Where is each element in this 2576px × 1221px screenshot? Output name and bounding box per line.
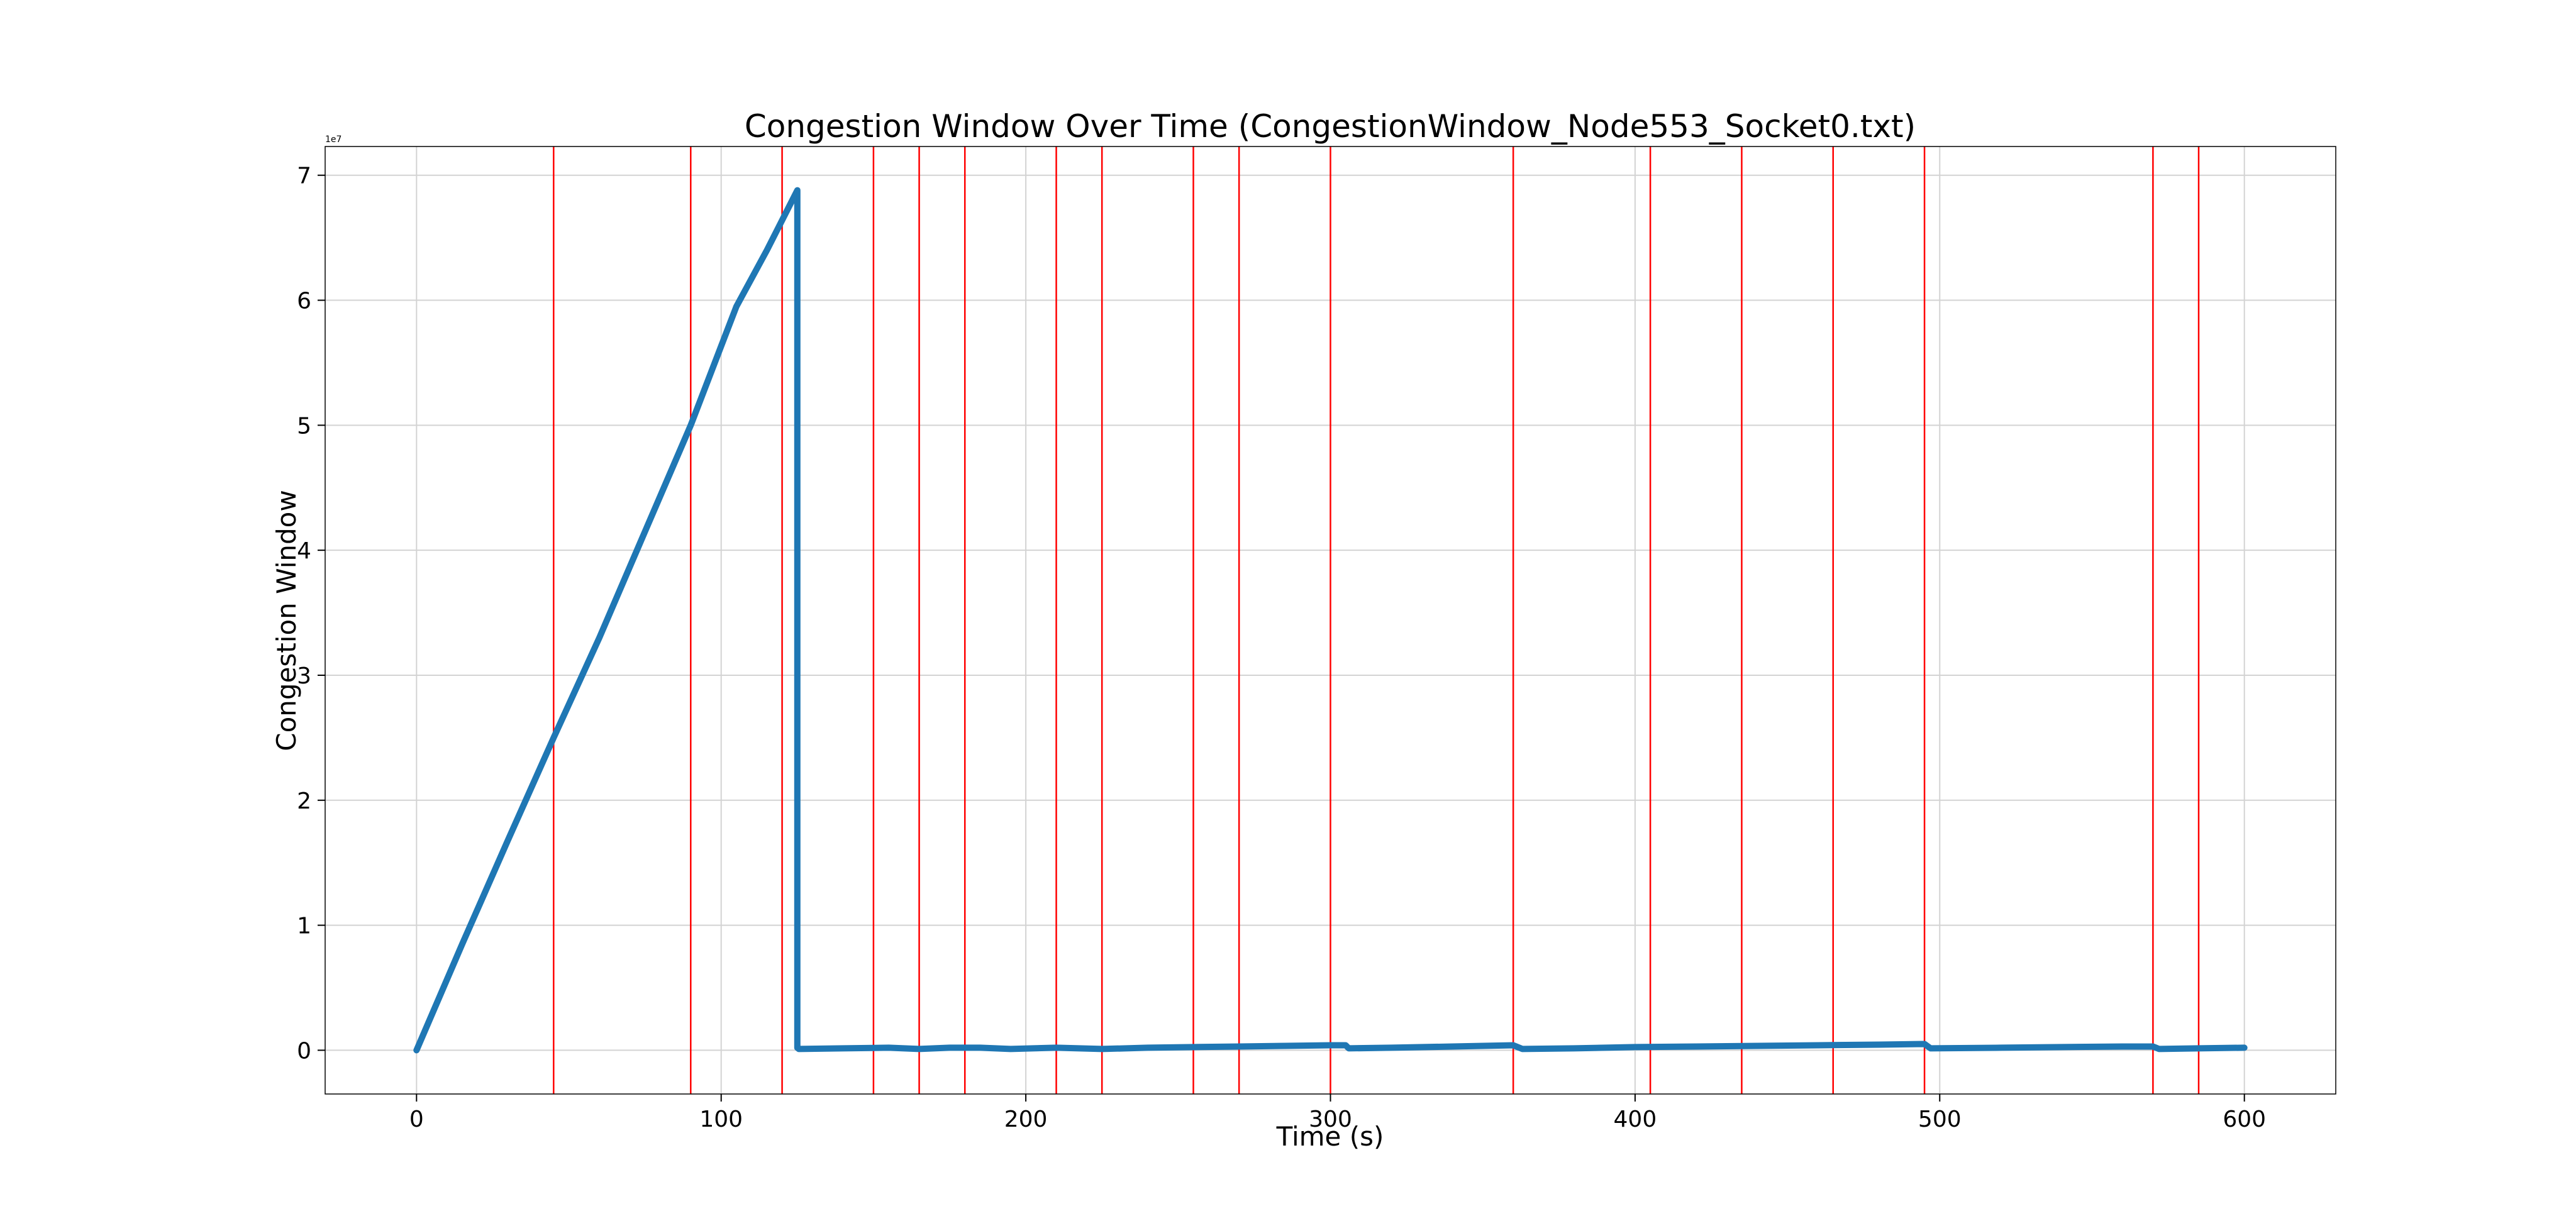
x-tick-label: 200 bbox=[1004, 1107, 1048, 1132]
y-offset-label: 1e7 bbox=[325, 135, 341, 145]
y-tick-label: 4 bbox=[297, 538, 311, 564]
y-tick-label: 1 bbox=[297, 914, 311, 939]
x-tick-label: 0 bbox=[409, 1107, 424, 1132]
y-tick-label: 2 bbox=[297, 788, 311, 814]
x-tick-label: 300 bbox=[1309, 1107, 1352, 1132]
y-tick-label: 0 bbox=[297, 1038, 311, 1064]
x-tick-label: 600 bbox=[2223, 1107, 2266, 1132]
y-axis: 0 1 2 3 4 5 6 7 bbox=[297, 163, 325, 1064]
x-axis: 0 100 200 300 400 500 600 bbox=[409, 1094, 2266, 1132]
x-tick-label: 500 bbox=[1918, 1107, 1962, 1132]
y-tick-label: 7 bbox=[297, 163, 311, 189]
x-axis-label: Time (s) bbox=[1276, 1121, 1384, 1152]
y-tick-label: 5 bbox=[297, 413, 311, 439]
event-lines bbox=[553, 146, 2200, 1094]
series-line bbox=[413, 187, 2248, 1054]
x-tick-label: 100 bbox=[699, 1107, 743, 1132]
chart-title: Congestion Window Over Time (CongestionW… bbox=[745, 108, 1916, 145]
y-tick-label: 3 bbox=[297, 663, 311, 689]
x-tick-label: 400 bbox=[1614, 1107, 1657, 1132]
y-tick-label: 6 bbox=[297, 289, 311, 314]
series-layer bbox=[413, 187, 2248, 1054]
y-axis-label: Congestion Window bbox=[271, 490, 302, 751]
